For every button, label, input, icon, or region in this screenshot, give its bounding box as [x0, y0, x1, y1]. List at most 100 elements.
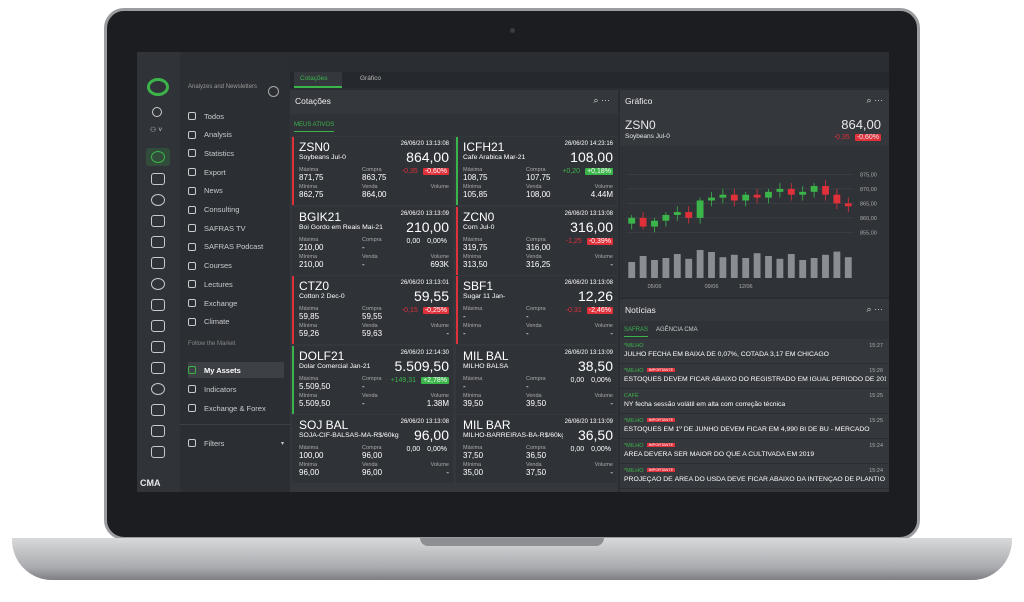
quote-name: Sugar 11 Jan- — [463, 293, 506, 300]
field-label: Venda — [526, 184, 542, 190]
news-tab[interactable]: AGÊNCIA CMA — [656, 327, 698, 333]
news-time: 15:24 — [869, 443, 883, 449]
nav-icon[interactable] — [151, 383, 165, 395]
filters-button[interactable]: Filters ▾ — [188, 435, 284, 451]
nav-icon[interactable] — [151, 215, 165, 227]
nav-icon[interactable] — [151, 151, 165, 163]
quote-card[interactable]: ZCN0 26/06/20 13:13:08 Corn Jul-0 316,00 -1,… — [456, 206, 617, 275]
quote-price: 210,00 — [406, 218, 449, 235]
quote-change: -0,31 -2,46% — [564, 307, 613, 314]
news-item[interactable]: *MILHO IMPORTANTE 15:24 PROJEÇÃO DE ÁREA DO… — [620, 465, 889, 489]
menu-item[interactable]: Exchange & Forex — [188, 400, 284, 416]
quote-card[interactable]: SBF1 26/06/20 13:13:08 Sugar 11 Jan- 12,26 -… — [456, 276, 617, 344]
quote-card[interactable]: MIL BAR 26/06/20 13:13:09 MILHO-BARREIRAS-… — [456, 415, 617, 483]
news-badge: IMPORTANTE — [646, 468, 676, 472]
news-headline: ESTOQUES EM 1º DE JUNHO DEVEM FICAR EM 4… — [624, 426, 870, 433]
menu-item[interactable]: Courses — [188, 258, 284, 274]
panel-actions[interactable]: ⌕ ⋯ — [593, 95, 610, 105]
quote-price: 96,00 — [413, 427, 449, 443]
news-time: 15:24 — [869, 468, 883, 474]
field-label: Venda — [526, 462, 542, 468]
quote-change: -1,25 -0,39% — [564, 237, 613, 245]
panel-actions[interactable]: ⌕ ⋯ — [866, 95, 883, 105]
nav-icon[interactable] — [151, 173, 165, 185]
volume-bar — [799, 260, 807, 278]
field-value: 105,85 — [463, 190, 488, 199]
nav-icon[interactable] — [151, 257, 165, 269]
nav-icon[interactable] — [151, 320, 165, 332]
tab[interactable]: Cotações — [300, 75, 328, 82]
quote-card[interactable]: CTZ0 26/06/20 13:13:01 Cotton 2 Dec-0 59,55… — [292, 276, 453, 344]
nav-icon[interactable] — [151, 362, 165, 374]
quote-card[interactable]: SOJ BAL 26/06/20 13:13:08 SOJA-CIF-BALSAS-… — [292, 415, 453, 483]
news-item[interactable]: *MILHO 15:27 JULHO FECHA EM BAIXA DE 0,07%… — [620, 340, 889, 364]
menu-item[interactable]: Climate — [188, 314, 284, 330]
field-value: 37,50 — [463, 451, 484, 460]
news-time: 15:26 — [869, 368, 883, 374]
menu-label: Lectures — [204, 279, 233, 289]
menu-item[interactable]: News — [188, 183, 284, 199]
panel-actions[interactable]: ⌕ ⋯ — [866, 304, 883, 314]
field-value: 59,63 — [362, 329, 383, 338]
news-panel: Notícias ⌕ ⋯ SAFRAS AGÊNCIA CMA *MILHO 15… — [620, 299, 889, 492]
field-value: 59,55 — [362, 312, 383, 321]
nav-icon[interactable] — [151, 404, 165, 416]
app-logo[interactable] — [147, 78, 169, 96]
news-item[interactable]: *MILHO IMPORTANTE 15:25 ESTOQUES EM 1º DE J… — [620, 415, 889, 439]
menu-item[interactable]: Analysis — [188, 127, 284, 143]
menu-item[interactable]: Exchange — [188, 295, 284, 311]
status-icon[interactable] — [152, 107, 162, 117]
menu-item[interactable]: SAFRAS TV — [188, 220, 284, 236]
news-headline: ÁREA DEVERÁ SER MAIOR DO QUE A CULTIVADA… — [624, 451, 815, 458]
quote-name: Soybeans Jul-0 — [299, 154, 346, 161]
nav-icon[interactable] — [151, 236, 165, 248]
news-item[interactable]: *MILHO IMPORTANTE 15:24 ÁREA DEVERÁ SER MAI… — [620, 440, 889, 464]
menu-item[interactable]: Lectures — [188, 276, 284, 292]
nav-icon[interactable] — [151, 194, 165, 206]
quote-card[interactable]: ZSN0 26/06/20 13:13:08 Soybeans Jul-0 864,0… — [292, 137, 453, 205]
candle-body — [673, 212, 681, 215]
quote-symbol: ZCN0 — [463, 209, 495, 224]
news-item[interactable]: *MILHO IMPORTANTE 15:26 ESTOQUES DEVEM FICA… — [620, 365, 889, 389]
menu-item[interactable]: Todos — [188, 108, 284, 124]
news-item[interactable]: CAFÉ 15:25 NY fecha sessão volátil em alta… — [620, 390, 889, 414]
nav-icon[interactable] — [151, 299, 165, 311]
menu-icon — [188, 385, 196, 393]
menu-icon — [188, 404, 196, 412]
logo-text: CMA — [140, 478, 161, 488]
chart-symbol: ZSN0 — [625, 118, 656, 132]
news-tab[interactable]: SAFRAS — [624, 327, 649, 337]
menu-settings[interactable] — [268, 86, 279, 97]
menu-item[interactable]: Indicators — [188, 381, 284, 397]
quote-card[interactable]: MIL BAL 26/06/20 13:13:09 MILHO BALSA 38,50… — [456, 345, 617, 414]
menu-label: Consulting — [204, 205, 240, 214]
news-headline: NY fecha sessão volátil em alta com corr… — [624, 401, 786, 408]
change-value: +0,20 — [562, 168, 581, 175]
nav-icon[interactable] — [151, 278, 165, 290]
menu-item[interactable]: Consulting — [188, 202, 284, 218]
change-percent: -2,46% — [586, 307, 613, 314]
field-value: - — [526, 329, 529, 338]
quote-card[interactable]: DOLF21 26/06/20 12:14:30 Dolar Comercial J… — [292, 345, 453, 414]
menu-label: Analysis — [204, 130, 232, 140]
menu-item[interactable]: Export — [188, 164, 284, 180]
field-label: Volume — [594, 392, 613, 399]
field-value: - — [463, 329, 466, 338]
menu-item[interactable]: SAFRAS Podcast — [188, 239, 284, 255]
tab[interactable]: Gráfico — [360, 75, 381, 82]
quote-card[interactable]: ICFH21 26/06/20 14:23:16 Cafe Arabica Mar-… — [456, 137, 617, 205]
nav-icon[interactable] — [151, 341, 165, 353]
quote-card[interactable]: BGIK21 26/06/20 13:13:09 Boi Gordo em Reai… — [292, 206, 453, 275]
nav-icon[interactable] — [151, 425, 165, 437]
quote-symbol: MIL BAR — [463, 418, 511, 432]
nav-icon[interactable] — [151, 446, 165, 458]
user-icon[interactable]: ⚇ ˅ — [150, 127, 163, 134]
menu-item[interactable]: My Assets — [188, 362, 284, 378]
quote-price: 108,00 — [570, 149, 613, 165]
field-label: Venda — [362, 253, 378, 260]
subtab[interactable]: MEUS ATIVOS — [294, 122, 335, 132]
news-tag: *MILHO IMPORTANTE — [624, 418, 676, 424]
field-value: 210,00 — [299, 259, 324, 269]
menu-item[interactable]: Statistics — [188, 145, 284, 161]
field-label: Volume — [430, 184, 449, 190]
